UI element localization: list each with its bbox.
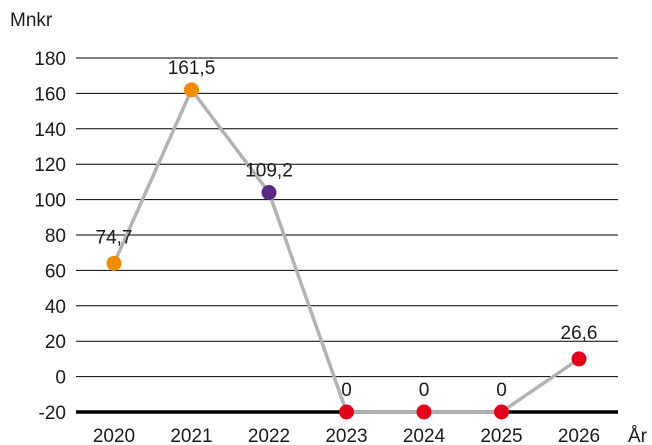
data-point-2026	[571, 351, 587, 367]
data-points	[106, 82, 587, 420]
gridlines	[76, 57, 618, 414]
y-axis-ticks: -20 0 20 40 60 80 100 120 140 160 180	[34, 49, 66, 424]
data-point-2023	[339, 404, 354, 420]
y-axis-title: Mnkr	[10, 10, 53, 31]
x-tick-label: 2026	[558, 426, 600, 445]
y-tick-label: 0	[55, 368, 66, 389]
y-tick-label: 140	[34, 120, 66, 141]
data-label-2022: 109,2	[245, 161, 293, 182]
data-label-2023: 0	[341, 380, 352, 401]
y-tick-label: 160	[34, 84, 66, 105]
data-point-2022	[261, 185, 277, 201]
y-tick-label: -20	[39, 403, 66, 424]
data-label-2025: 0	[496, 380, 507, 401]
y-tick-label: 100	[34, 191, 66, 212]
y-tick-label: 120	[34, 155, 66, 176]
x-tick-label: 2022	[248, 426, 290, 445]
y-tick-label: 40	[45, 297, 66, 318]
y-tick-label: 60	[45, 261, 66, 282]
y-tick-label: 20	[45, 332, 66, 353]
data-label-2020: 74,7	[96, 227, 133, 248]
data-point-2025	[494, 404, 509, 420]
series-line-group	[112, 88, 580, 414]
x-tick-label: 2024	[403, 426, 446, 445]
data-label-2026: 26,6	[561, 323, 598, 344]
x-tick-label: 2020	[93, 426, 135, 445]
data-label-2021: 161,5	[168, 58, 216, 79]
data-labels: 74,7 161,5 109,2 0 0 0 26,6	[96, 58, 598, 401]
series-line	[112, 88, 580, 414]
y-tick-label: 80	[45, 226, 66, 247]
data-label-2024: 0	[419, 380, 430, 401]
data-point-2020	[106, 255, 122, 271]
data-point-2021	[184, 82, 199, 98]
x-tick-label: 2025	[480, 426, 522, 445]
x-tick-label: 2023	[325, 426, 367, 445]
y-tick-label: 180	[34, 49, 66, 70]
x-tick-label: 2021	[170, 426, 212, 445]
x-axis-title: År	[628, 426, 648, 445]
data-point-2024	[416, 404, 432, 420]
x-axis-ticks: 2020 2021 2022 2023 2024 2025 2026	[93, 426, 600, 445]
